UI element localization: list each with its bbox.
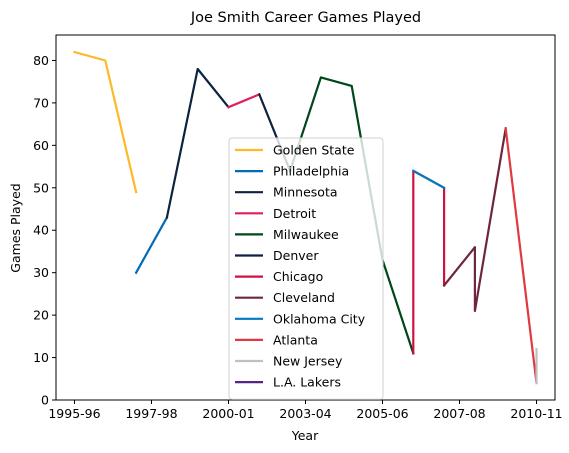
chart-title: Joe Smith Career Games Played <box>190 10 421 26</box>
x-tick-label: 2007-08 <box>433 406 485 421</box>
series-line-3 <box>227 92 261 109</box>
legend-entry: New Jersey <box>273 354 343 369</box>
series-line-1 <box>134 216 169 275</box>
y-axis: 0 10 20 30 40 50 60 70 80 <box>33 53 56 408</box>
series-line-2 <box>165 67 231 219</box>
y-tick-label: 60 <box>33 138 49 153</box>
series-line-4 <box>288 76 415 355</box>
legend: Golden State Philadelphia Minnesota Detroit… <box>228 137 384 400</box>
y-tick-label: 30 <box>33 265 49 280</box>
series-line-8 <box>411 169 446 190</box>
plot-area <box>55 34 556 401</box>
x-tick-label: 2010-11 <box>510 406 562 421</box>
y-tick-label: 20 <box>33 308 49 323</box>
series-line-0 <box>73 50 138 194</box>
x-tick-label: 1995-96 <box>48 406 100 421</box>
x-tick-label: 1997-98 <box>125 406 177 421</box>
legend-entry: L.A. Lakers <box>273 375 341 390</box>
y-tick-label: 0 <box>41 393 49 408</box>
legend-entry: Milwaukee <box>273 227 339 242</box>
y-tick-label: 80 <box>33 53 49 68</box>
legend-entry: Denver <box>273 248 319 263</box>
y-tick-label: 50 <box>33 180 49 195</box>
legend-entry: Minnesota <box>273 185 338 200</box>
y-tick-label: 70 <box>33 95 49 110</box>
y-axis-label: Games Played <box>8 183 23 272</box>
legend-entry: Golden State <box>273 143 355 158</box>
legend-entry: Atlanta <box>273 332 318 347</box>
legend-box <box>228 137 384 400</box>
y-tick-label: 40 <box>33 223 49 238</box>
legend-entry: Philadelphia <box>273 164 349 179</box>
series-line-9 <box>504 127 538 385</box>
x-axis-label: Year <box>291 428 319 443</box>
x-tick-label: 2003-04 <box>279 406 331 421</box>
x-tick-label: 2005-06 <box>356 406 408 421</box>
legend-entry: Detroit <box>273 206 316 221</box>
series-line-7 <box>442 127 507 312</box>
y-tick-label: 10 <box>33 350 49 365</box>
x-tick-label: 2000-01 <box>202 406 254 421</box>
x-axis: 1995-96 1997-98 2000-01 2003-04 2005-06 2007-… <box>48 400 563 421</box>
legend-entry: Cleveland <box>273 290 335 305</box>
legend-entry: Chicago <box>273 269 323 284</box>
legend-entry: Oklahoma City <box>273 311 366 326</box>
